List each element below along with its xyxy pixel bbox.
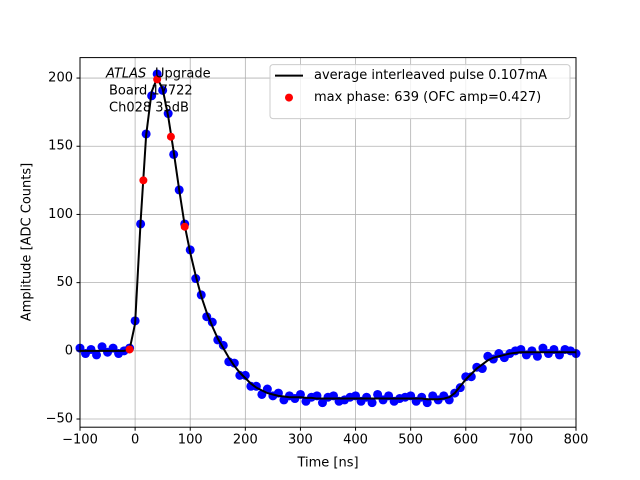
annotation: ATLAS Upgrade Board 17722 Ch028 35dB: [105, 67, 211, 116]
axes: −100 0 100 200 300 400 500 600 700 800 −50 0 50 100 15…: [46, 71, 589, 448]
y-tick-label: −50: [46, 412, 73, 427]
data-point: [422, 398, 432, 408]
x-tick-label: 0: [131, 433, 139, 448]
data-point: [240, 370, 250, 380]
x-tick-label: 300: [288, 433, 313, 448]
data-point: [373, 389, 383, 399]
x-tick-label: 100: [178, 433, 203, 448]
legend-label: average interleaved pulse 0.107mA: [314, 68, 547, 83]
y-tick-label: 150: [48, 139, 73, 154]
x-tick-label: 500: [398, 433, 423, 448]
y-tick-label: 0: [65, 343, 73, 358]
average-line: [80, 75, 576, 401]
x-tick-label: 200: [233, 433, 258, 448]
x-tick-label: 400: [343, 433, 368, 448]
data-point: [538, 343, 548, 353]
y-tick-label: 50: [56, 275, 73, 290]
max-phase-marker: [153, 75, 162, 84]
data-point: [92, 350, 102, 360]
data-point: [97, 342, 107, 352]
max-phase-marker: [139, 176, 148, 185]
data-point: [367, 398, 377, 408]
annotation-text: Board 17722: [109, 84, 193, 99]
annotation-text: ATLAS: [105, 67, 146, 82]
plot-area: [75, 69, 581, 408]
axes-frame: [79, 57, 577, 428]
legend: average interleaved pulse 0.107mA max pha…: [269, 64, 571, 120]
x-tick-label: 600: [453, 433, 478, 448]
max-phase-marker: [125, 345, 134, 354]
x-axis-label: Time [ns]: [296, 456, 358, 471]
x-tick-label: 800: [564, 433, 589, 448]
max-phase-marker: [180, 222, 189, 231]
x-tick-label: 700: [508, 433, 533, 448]
annotation-text: Ch028 35dB: [109, 101, 189, 116]
y-axis-label: Amplitude [ADC Counts]: [20, 163, 35, 321]
legend-box: [269, 64, 571, 120]
annotation-text: Upgrade: [155, 67, 211, 82]
data-point: [532, 351, 542, 361]
data-point: [317, 398, 327, 408]
x-tick-label: −100: [62, 433, 98, 448]
legend-marker: [285, 93, 293, 102]
max-phase-marker: [166, 132, 175, 141]
y-tick-label: 100: [48, 207, 73, 222]
y-tick-label: 200: [48, 71, 73, 86]
legend-label: max phase: 639 (OFC amp=0.427): [314, 90, 541, 105]
data-point: [466, 372, 476, 382]
